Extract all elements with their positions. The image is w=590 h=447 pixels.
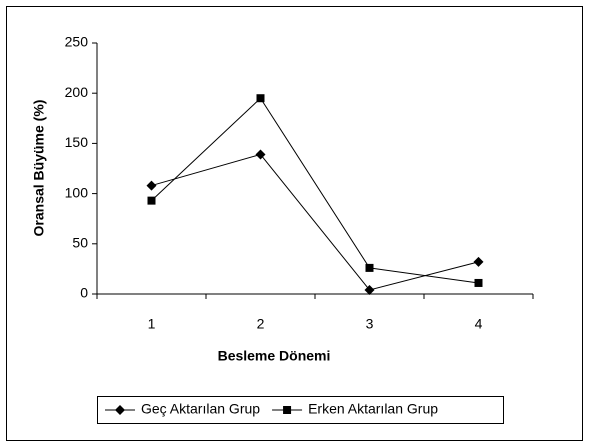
marker-diamond (364, 284, 375, 295)
x-tick-label: 2 (257, 316, 265, 332)
marker-square (474, 278, 483, 287)
y-tick-label: 50 (72, 235, 88, 251)
legend-label: Geç Aktarılan Grup (141, 401, 260, 417)
marker-diamond (115, 405, 125, 415)
x-tick-label: 4 (475, 316, 483, 332)
marker-diamond (473, 256, 484, 267)
y-tick-label: 150 (65, 134, 89, 150)
x-tick-label: 3 (366, 316, 374, 332)
x-axis-label: Besleme Dönemi (218, 348, 331, 364)
y-tick-label: 0 (80, 285, 88, 301)
y-axis-label: Oransal Büyüme (%) (31, 100, 47, 237)
series-line (151, 97, 479, 284)
marker-diamond (255, 149, 266, 160)
chart-border (6, 6, 583, 441)
marker-diamond (146, 180, 157, 191)
marker-square (365, 263, 374, 272)
marker-square (283, 406, 292, 414)
marker-square (256, 94, 265, 103)
legend-label: Erken Aktarılan Grup (308, 401, 438, 417)
y-tick-label: 200 (65, 84, 89, 100)
y-tick-label: 100 (65, 184, 89, 200)
y-tick-label: 250 (65, 34, 89, 50)
x-tick-label: 1 (148, 316, 156, 332)
marker-square (147, 196, 156, 205)
